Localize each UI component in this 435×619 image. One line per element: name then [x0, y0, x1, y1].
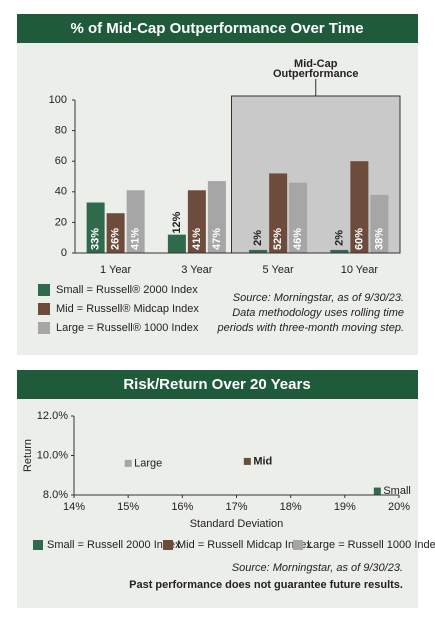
bar: [86, 202, 105, 253]
point: [373, 487, 381, 495]
source-note: periods with three-month moving step.: [217, 322, 404, 334]
bar: [126, 190, 145, 253]
bar: [330, 249, 349, 253]
point-label: Large: [134, 457, 162, 469]
bar: [249, 249, 268, 253]
value-label: 26%: [110, 228, 122, 250]
value-label: 12%: [171, 211, 183, 233]
x-tick-label: 17%: [225, 501, 247, 513]
y-tick-label: 40: [55, 186, 67, 198]
x-tick-label: 1 Year: [100, 264, 132, 276]
bar: [167, 234, 186, 253]
y-tick-label: 20: [55, 216, 67, 228]
legend-label: Small = Russell® 2000 Index: [56, 284, 198, 296]
x-tick-label: 19%: [334, 501, 356, 513]
legend-swatch: [163, 540, 173, 550]
bar: [289, 182, 308, 253]
x-tick-label: 16%: [171, 501, 193, 513]
x-tick-label: 18%: [280, 501, 302, 513]
y-axis-label: Return: [22, 439, 34, 472]
value-label: 46%: [292, 228, 304, 250]
legend-swatch: [38, 284, 50, 296]
bar: [350, 161, 369, 253]
y-tick-label: 0: [61, 247, 67, 259]
legend-label: Mid = Russell Midcap Index: [177, 539, 312, 551]
x-tick-label: 14%: [63, 501, 85, 513]
value-label: 41%: [130, 228, 142, 250]
legend-label: Large = Russell® 1000 Index: [56, 322, 199, 334]
value-label: 2%: [333, 230, 345, 246]
point-label: Mid: [253, 455, 272, 467]
annotation-text: Outperformance: [273, 68, 359, 80]
point: [243, 457, 251, 465]
legend-swatch: [33, 540, 43, 550]
y-tick-label: 8.0%: [43, 489, 68, 501]
source-note: Source: Morningstar, as of 9/30/23.: [233, 292, 404, 304]
y-tick-label: 10.0%: [37, 449, 68, 461]
panel: [17, 370, 418, 608]
value-label: 52%: [272, 228, 284, 250]
annotation-text: Mid-Cap: [294, 58, 338, 70]
source-note: Source: Morningstar, as of 9/30/23.: [232, 562, 403, 574]
header-bar: [17, 14, 418, 43]
bar: [207, 181, 226, 253]
y-tick-label: 12.0%: [37, 410, 68, 422]
x-tick-label: 20%: [388, 501, 410, 513]
chart-title: % of Mid-Cap Outperformance Over Time: [70, 20, 363, 37]
value-label: 38%: [373, 228, 385, 250]
x-axis-label: Standard Deviation: [190, 518, 284, 530]
legend-label: Small = Russell 2000 Index: [47, 539, 181, 551]
bar: [269, 173, 288, 253]
point-label: Small: [383, 485, 411, 497]
chart-title: Risk/Return Over 20 Years: [123, 376, 310, 393]
x-tick-label: 5 Year: [263, 264, 295, 276]
legend-swatch: [293, 540, 303, 550]
header-bar: [17, 370, 418, 399]
value-label: 41%: [191, 228, 203, 250]
x-tick-label: 10 Year: [341, 264, 379, 276]
legend-swatch: [38, 303, 50, 315]
legend-swatch: [38, 322, 50, 334]
disclaimer: Past performance does not guarantee futu…: [129, 579, 403, 591]
bar: [370, 194, 389, 253]
y-tick-label: 60: [55, 155, 67, 167]
y-tick-label: 80: [55, 125, 67, 137]
legend-label: Mid = Russell® Midcap Index: [56, 303, 199, 315]
bar: [106, 213, 125, 253]
value-label: 47%: [211, 228, 223, 250]
x-tick-label: 3 Year: [181, 264, 213, 276]
legend-label: Large = Russell 1000 Index: [307, 539, 435, 551]
value-label: 2%: [252, 230, 264, 246]
bar: [187, 190, 206, 253]
value-label: 33%: [90, 228, 102, 250]
point: [124, 459, 132, 467]
x-tick-label: 15%: [117, 501, 139, 513]
source-note: Data methodology uses rolling time: [232, 307, 404, 319]
y-tick-label: 100: [49, 94, 67, 106]
value-label: 60%: [353, 228, 365, 250]
